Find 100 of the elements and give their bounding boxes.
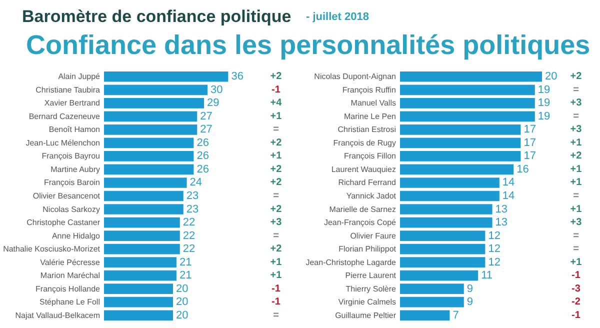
bar [104, 204, 184, 214]
y-tick-label: Najat Vallaud-Belkacem [15, 310, 100, 320]
text: +2 [570, 150, 582, 162]
text: -3 [572, 283, 581, 294]
text: = [273, 230, 280, 242]
bar [400, 98, 535, 108]
bar [400, 284, 464, 294]
bar [400, 151, 521, 162]
data-label: 7 [452, 309, 459, 322]
chart-title: Baromètre de confiance politique [22, 7, 292, 27]
text: +2 [270, 71, 282, 82]
y-tick-label: Marine Le Pen [344, 112, 396, 121]
text: +2 [270, 177, 282, 188]
bar [400, 204, 492, 214]
y-tick-label: Richard Ferrand [338, 178, 396, 188]
y-tick-label: Xavier Bertrand [44, 98, 100, 108]
text: -1 [572, 310, 581, 321]
data-label: 26 [196, 163, 209, 176]
data-label: 17 [524, 136, 536, 149]
y-tick-label: Marion Maréchal [40, 271, 100, 280]
text: = [573, 110, 580, 122]
bar [104, 98, 204, 108]
y-tick-label: Martine Aubry [50, 164, 100, 174]
bar [400, 217, 492, 228]
y-tick-label: Yannick Jadot [346, 192, 397, 200]
data-label: 9 [466, 296, 474, 308]
data-label: 36 [231, 70, 244, 83]
bar [104, 270, 176, 281]
text: +1 [570, 204, 582, 215]
text: +1 [570, 256, 582, 268]
bar [104, 244, 180, 254]
text: +3 [270, 217, 282, 228]
text: +3 [570, 124, 582, 136]
data-label: 21 [179, 256, 192, 268]
text: = [573, 190, 580, 202]
data-label: 13 [495, 203, 508, 216]
y-tick-label: Laurent Wauquiez [331, 164, 396, 174]
data-label: 9 [466, 282, 474, 295]
bar [400, 178, 500, 188]
y-tick-label: Nicolas Dupont-Aignan [314, 72, 396, 82]
bar [104, 138, 194, 148]
y-tick-label: Thierry Solère [346, 284, 397, 294]
text: +3 [570, 98, 582, 109]
text: +1 [570, 177, 582, 188]
bar [400, 257, 486, 268]
data-label: 23 [186, 190, 199, 202]
bar [400, 310, 450, 321]
data-label: 27 [200, 124, 212, 136]
y-tick-label: Virginie Calmels [338, 298, 396, 307]
y-tick-label: Christiane Taubira [36, 85, 101, 94]
data-label: 26 [196, 150, 209, 162]
text: +2 [570, 71, 582, 82]
text: +1 [570, 137, 582, 148]
data-label: 21 [179, 270, 192, 282]
text: +2 [270, 137, 282, 148]
bar [104, 71, 228, 82]
data-label: 12 [488, 243, 500, 256]
y-tick-label: François Bayrou [42, 152, 100, 161]
data-label: 14 [502, 190, 515, 202]
y-tick-label: François de Rugy [333, 138, 396, 148]
data-label: 17 [524, 124, 536, 136]
data-label: 20 [176, 282, 188, 295]
bar [400, 190, 500, 202]
y-tick-label: Jean-Luc Mélenchon [26, 138, 100, 148]
data-label: 13 [495, 216, 508, 229]
y-tick-label: Olivier Faure [350, 231, 397, 240]
y-tick-label: François Baroin [44, 178, 100, 188]
y-tick-label: Alain Juppé [58, 72, 101, 82]
text: = [573, 244, 580, 255]
data-label: 19 [538, 110, 550, 122]
bar [104, 217, 180, 228]
data-label: 23 [186, 203, 199, 216]
bar [104, 310, 173, 321]
y-tick-label: Florian Philippot [338, 244, 397, 254]
bar [104, 257, 176, 268]
bar [400, 164, 514, 175]
data-label: 29 [207, 97, 220, 110]
y-tick-label: Manuel Valls [350, 98, 396, 108]
text: +1 [270, 270, 282, 282]
y-tick-label: Benoît Hamon [48, 125, 100, 134]
bar [104, 164, 194, 175]
bar [104, 230, 180, 241]
y-tick-label: Guillaume Peltier [335, 310, 396, 320]
text: +2 [270, 204, 282, 215]
data-label: 20 [545, 70, 558, 83]
bar [400, 71, 542, 82]
y-tick-label: Christian Estrosi [338, 125, 396, 134]
y-tick-label: Anne Hidalgo [52, 231, 101, 240]
text: -2 [572, 296, 581, 308]
text: = [273, 310, 280, 321]
text: +4 [270, 98, 282, 109]
bar [400, 111, 535, 122]
text: +1 [270, 150, 282, 162]
y-tick-label: Pierre Laurent [345, 271, 397, 280]
text: = [273, 124, 280, 136]
data-label: 27 [200, 110, 212, 122]
y-tick-label: Jean-François Copé [324, 218, 397, 228]
bar [104, 178, 187, 188]
text: +3 [570, 217, 582, 228]
y-tick-label: Christophe Castaner [26, 218, 100, 228]
